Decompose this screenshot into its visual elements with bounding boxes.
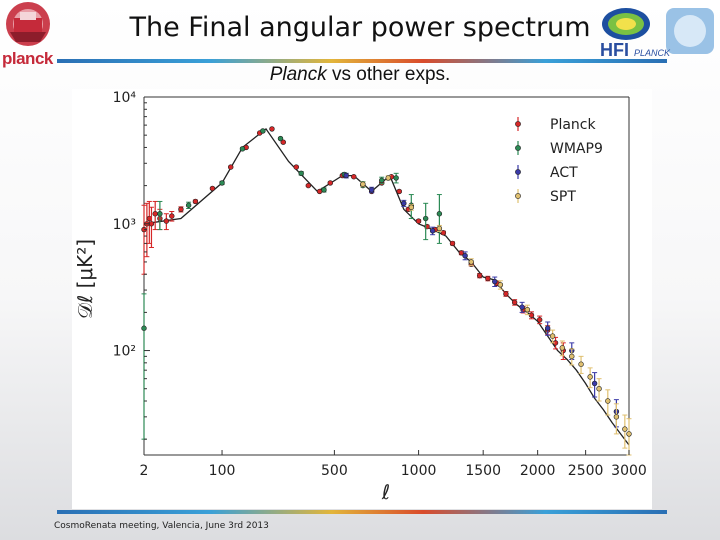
planck-data-point	[228, 164, 234, 170]
spt-data-point	[578, 361, 584, 367]
wmap9-data-point	[239, 146, 246, 152]
y-axis-label: 𝒟ℓ [μK²]	[73, 239, 97, 319]
spt-data-point	[626, 431, 632, 437]
power-spectrum-chart: 2 100 500 1000 1500 2000 2500 3000 10² 10³ 10⁴ 𝒟ℓ …	[72, 89, 652, 509]
spt-data-point	[596, 386, 602, 392]
act-legend-label: ACT	[550, 165, 578, 181]
act-data-point	[401, 200, 407, 207]
x-tick-label: 2	[140, 463, 149, 479]
spt-data-point	[524, 307, 531, 313]
act-data-point	[544, 325, 551, 331]
act-data-point	[429, 228, 436, 234]
planck-data-point	[511, 299, 518, 306]
spt-legend-marker	[515, 193, 521, 199]
subtitle-rest: vs other exps.	[326, 64, 451, 85]
wmap9-data-point	[277, 135, 284, 142]
spt-data-point	[436, 225, 443, 232]
spt-data-point	[622, 426, 628, 432]
hfi-logo-text: HFI	[600, 40, 629, 60]
wmap9-data-point	[436, 211, 443, 217]
wmap9-data-point	[298, 170, 304, 177]
wmap9-data-point	[260, 128, 266, 134]
act-data-point	[462, 252, 468, 259]
y-tick-label: 10²	[113, 344, 136, 360]
planck-legend-marker	[515, 121, 521, 127]
spt-data-point	[408, 204, 415, 210]
act-data-point	[492, 278, 498, 285]
planck-data-point	[503, 291, 509, 297]
planck-data-point	[440, 230, 447, 236]
planck-data-point	[476, 272, 483, 279]
spt-legend-label: SPT	[550, 189, 576, 205]
wmap9-data-point	[141, 325, 147, 331]
planck-legend-label: Planck	[550, 117, 596, 133]
planck-data-point	[269, 126, 275, 132]
slide-subtitle: Planck vs other exps.	[180, 64, 540, 86]
wmap9-legend-label: WMAP9	[550, 141, 603, 157]
planck-logo	[6, 2, 50, 46]
spt-data-point	[385, 175, 391, 181]
planck-data-point	[192, 198, 199, 205]
footer-text: CosmoRenata meeting, Valencia, June 3rd …	[54, 521, 269, 531]
planck-data-point	[163, 218, 170, 224]
chart-legend: Planck WMAP9 ACT SPT	[515, 117, 603, 205]
planck-data-point	[485, 275, 491, 282]
wmap9-data-point	[219, 180, 225, 186]
planck-data-point	[152, 211, 158, 217]
planck-data-point	[396, 188, 402, 195]
spt-data-point	[360, 181, 366, 187]
planck-logo-text: planck	[2, 49, 53, 68]
title-divider	[57, 59, 667, 63]
planck-data-point	[305, 182, 312, 189]
planck-data-point	[327, 180, 333, 186]
spt-data-point	[497, 282, 504, 288]
planck-data-point	[449, 240, 456, 247]
act-legend-marker	[515, 169, 521, 175]
x-axis-label: ℓ	[381, 480, 390, 504]
act-data-point	[519, 304, 525, 310]
planck-data-point	[458, 250, 465, 256]
x-tick-label: 3000	[611, 463, 647, 479]
planck-data-point	[528, 312, 535, 318]
subtitle-italic: Planck	[269, 64, 327, 85]
spt-data-point	[605, 398, 611, 404]
spt-data-point	[468, 259, 474, 265]
spt-data-point	[549, 333, 556, 339]
footer-divider	[57, 510, 667, 514]
planck-data-point	[536, 317, 543, 323]
spt-data-point	[559, 345, 566, 351]
planck-data-point	[209, 185, 216, 192]
act-data-point	[343, 172, 349, 179]
x-tick-label: 500	[321, 463, 348, 479]
wmap9-data-point	[422, 215, 429, 222]
x-tick-label: 1500	[465, 463, 501, 479]
x-tick-label: 2000	[520, 463, 556, 479]
act-data-point	[591, 380, 598, 387]
y-tick-label: 10³	[113, 217, 136, 233]
wmap9-legend-marker	[515, 145, 521, 151]
act-data-point	[368, 187, 375, 193]
slide-title: The Final angular power spectrum	[129, 12, 591, 43]
hfi-logo: HFI PLANCK	[600, 8, 714, 60]
y-tick-label: 10⁴	[113, 90, 137, 106]
planck-data-point	[280, 139, 286, 145]
planck-data-point	[178, 206, 184, 213]
hfi-logo-subtext: PLANCK	[634, 48, 671, 58]
spt-data-point	[587, 374, 593, 380]
x-tick-label: 2500	[568, 463, 604, 479]
wmap9-data-point	[321, 187, 327, 193]
wmap9-data-point	[157, 211, 163, 217]
wmap9-data-point	[185, 202, 192, 208]
x-tick-label: 1000	[401, 463, 437, 479]
planck-data-point	[351, 174, 357, 180]
planck-data-point	[169, 213, 175, 219]
spt-data-point	[613, 414, 620, 420]
planck-data-point	[415, 218, 422, 224]
planck-data-point	[293, 164, 299, 170]
wmap9-data-point	[393, 175, 399, 181]
spt-data-point	[569, 353, 575, 360]
x-tick-label: 100	[209, 463, 236, 479]
chart-svg: 2 100 500 1000 1500 2000 2500 3000 10² 10³ 10⁴ 𝒟ℓ …	[73, 90, 647, 504]
wmap9-data-point	[379, 177, 385, 184]
